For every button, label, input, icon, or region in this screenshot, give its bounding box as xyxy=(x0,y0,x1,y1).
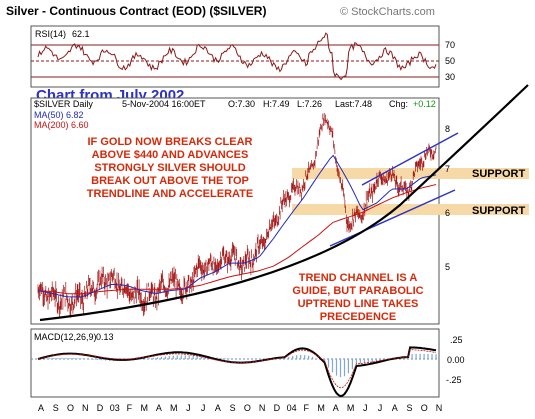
month-label: S xyxy=(406,403,412,413)
rsi-tick-30: 30 xyxy=(445,72,455,82)
macd-value: 0.13 xyxy=(96,332,114,342)
trend-note-line-4: PRECEDENCE xyxy=(320,311,396,323)
month-label: O xyxy=(67,403,74,413)
month-label: F xyxy=(304,403,310,413)
month-label: M xyxy=(170,403,178,413)
ma200-line xyxy=(37,184,437,295)
month-label: N xyxy=(436,403,443,413)
quote-chg-value: +0.12 xyxy=(413,99,436,109)
symbol-label: $SILVER Daily xyxy=(34,99,93,109)
month-label: A xyxy=(392,403,398,413)
gold-note-line-4: BREAK OUT ABOVE THE TOP xyxy=(91,175,249,187)
macd-signal-line xyxy=(37,349,437,389)
month-label: A xyxy=(38,403,44,413)
gold-note-line-5: TRENDLINE AND ACCELERATE xyxy=(87,188,253,200)
watermark: © StockCharts.com xyxy=(340,6,435,18)
rsi-label: RSI(14) xyxy=(35,29,66,39)
quote-date: 5-Nov-2004 16:00ET xyxy=(122,99,206,109)
trend-channel-bottom xyxy=(329,189,456,247)
gold-note-annotation: IF GOLD NOW BREAKS CLEAR ABOVE $440 AND … xyxy=(87,136,253,200)
month-label: M xyxy=(347,403,355,413)
trend-note-line-2: GUIDE, BUT PARABOLIC xyxy=(292,285,423,297)
quote-high: H:7.49 xyxy=(263,99,290,109)
rsi-tick-70: 70 xyxy=(445,40,455,50)
chart-title: Silver - Continuous Contract (EOD) ($SIL… xyxy=(6,4,266,18)
quote-last: Last:7.48 xyxy=(335,99,372,109)
gold-note-line-1: IF GOLD NOW BREAKS CLEAR xyxy=(88,136,253,148)
month-label: J xyxy=(201,403,206,413)
month-label: D xyxy=(274,403,281,413)
macd-label: MACD(12,26,9) xyxy=(34,332,97,342)
macd-tick-pos: .25 xyxy=(450,335,463,345)
price-tick-8: 8 xyxy=(445,124,450,134)
gold-note-line-2: ABOVE $440 AND ADVANCES xyxy=(92,149,249,161)
month-label: S xyxy=(230,403,236,413)
month-axis: A S O N D 03 F M A M J J A S O N D 04 F M A M J J A S O N xyxy=(38,403,442,413)
rsi-value: 62.1 xyxy=(72,29,90,39)
month-label: O xyxy=(421,403,428,413)
month-label: A xyxy=(156,403,162,413)
trend-note-line-3: UPTREND LINE TAKES xyxy=(298,298,419,310)
month-label: J xyxy=(186,403,191,413)
support-band-1 xyxy=(292,168,529,179)
month-label: N xyxy=(82,403,89,413)
rsi-panel: RSI(14) 62.1 70 50 30 xyxy=(30,25,455,88)
ma50-line xyxy=(37,154,437,298)
price-tick-7: 7 xyxy=(445,164,450,174)
month-label: D xyxy=(97,403,104,413)
rsi-tick-50: 50 xyxy=(445,56,455,66)
trend-note-annotation: TREND CHANNEL IS A GUIDE, BUT PARABOLIC … xyxy=(292,272,423,323)
month-label: J xyxy=(363,403,368,413)
price-panel: $SILVER Daily 5-Nov-2004 16:00ET O:7.30 … xyxy=(30,97,529,325)
trend-channel-top xyxy=(361,132,459,186)
month-label: A xyxy=(333,403,339,413)
month-label: O xyxy=(244,403,251,413)
support-label-2: SUPPORT xyxy=(472,205,525,217)
month-label: 04 xyxy=(287,403,297,413)
legend-ma50: MA(50) 6.82 xyxy=(34,110,84,120)
month-label: F xyxy=(127,403,133,413)
trend-note-line-1: TREND CHANNEL IS A xyxy=(299,272,418,284)
month-label: N xyxy=(259,403,266,413)
quote-low: L:7.26 xyxy=(297,99,322,109)
month-label: M xyxy=(317,403,325,413)
macd-panel: MACD(12,26,9) 0.13 .25 0.00 -.25 xyxy=(30,328,465,398)
price-tick-5: 5 xyxy=(445,262,450,272)
month-label: A xyxy=(215,403,221,413)
gold-note-line-3: STRONGLY SILVER SHOULD xyxy=(94,162,245,174)
parabolic-uptrend-line xyxy=(39,84,529,322)
macd-line xyxy=(37,346,437,398)
macd-tick-zero: 0.00 xyxy=(447,355,465,365)
support-label-1: SUPPORT xyxy=(472,168,525,180)
rsi-series-line xyxy=(37,32,437,81)
price-bars xyxy=(37,112,437,318)
month-label: 03 xyxy=(110,403,120,413)
month-label: S xyxy=(53,403,59,413)
price-tick-6: 6 xyxy=(445,208,450,218)
month-label: J xyxy=(378,403,383,413)
quote-open: O:7.30 xyxy=(228,99,255,109)
quote-chg-label: Chg: xyxy=(389,99,408,109)
legend-ma200: MA(200) 6.60 xyxy=(34,120,89,130)
month-label: M xyxy=(140,403,148,413)
macd-tick-neg: -.25 xyxy=(446,375,462,385)
